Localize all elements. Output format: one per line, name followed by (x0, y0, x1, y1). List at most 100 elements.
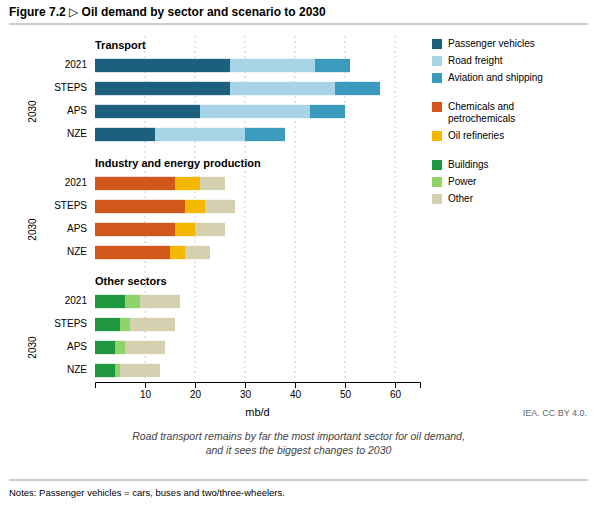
grid-line (395, 36, 396, 382)
labels: Transport 2021 STEPS APS NZE 2030 Industry and… (27, 39, 261, 375)
bar (95, 318, 120, 331)
legend-label: Other (448, 193, 474, 204)
section-title: Other sectors (95, 275, 167, 287)
group-label: 2030 (27, 218, 38, 241)
bar (205, 200, 235, 213)
row-label: NZE (67, 246, 87, 257)
x-tick: 10 (140, 382, 152, 400)
bar (120, 364, 160, 377)
section-title: Industry and energy production (95, 157, 261, 169)
x-tick: 40 (290, 382, 302, 400)
bars (95, 59, 380, 377)
group-label: 2030 (27, 336, 38, 359)
x-tick: 60 (390, 382, 402, 400)
bar (95, 200, 185, 213)
bar (175, 223, 195, 236)
bar (175, 177, 200, 190)
x-tick-mark (145, 382, 146, 388)
legend-swatch (432, 131, 442, 141)
row-label: 2021 (65, 59, 88, 70)
bar (115, 364, 120, 377)
title-rule (9, 24, 588, 25)
bar (310, 105, 345, 118)
bar (95, 128, 155, 141)
legend: Passenger vehicles Road freight Aviation a… (432, 38, 543, 204)
x-tick: 30 (240, 382, 252, 400)
legend-swatch (432, 194, 442, 204)
bar (245, 128, 285, 141)
legend-swatch (432, 102, 442, 112)
credit: IEA. CC BY 4.0. (523, 408, 587, 418)
bar (130, 318, 175, 331)
bar (95, 223, 175, 236)
legend-swatch (432, 73, 442, 83)
bar (115, 341, 125, 354)
x-axis: 10 20 30 40 50 60 (96, 382, 421, 400)
bar (315, 59, 350, 72)
legend-label: Aviation and shipping (448, 72, 543, 83)
notes-rule (9, 480, 588, 481)
notes: Notes: Passenger vehicles = cars, buses … (9, 487, 285, 498)
bar (140, 295, 180, 308)
bar (230, 82, 335, 95)
row-label: STEPS (54, 82, 87, 93)
bar (95, 295, 125, 308)
row-label: STEPS (54, 318, 87, 329)
title: Figure 7.2 ▷ Oil demand by sector and sc… (9, 5, 326, 19)
x-tick-mark (195, 382, 196, 388)
x-axis-line (96, 383, 421, 389)
legend-swatch (432, 160, 442, 170)
x-tick-mark (245, 382, 246, 388)
bar (200, 177, 225, 190)
bar (95, 341, 115, 354)
bar (200, 105, 310, 118)
bar (95, 246, 170, 259)
subtitle: Road transport remains by far the most i… (132, 430, 465, 456)
x-tick-label: 50 (340, 389, 352, 400)
legend-swatch (432, 177, 442, 187)
bar (170, 246, 185, 259)
bar (195, 223, 225, 236)
bar (125, 295, 140, 308)
row-label: 2021 (65, 295, 88, 306)
x-tick-mark (295, 382, 296, 388)
legend-label: Power (448, 176, 477, 187)
bar (95, 59, 230, 72)
x-tick-label: 20 (190, 389, 202, 400)
bar (230, 59, 315, 72)
legend-label: Buildings (448, 159, 489, 170)
row-label: APS (67, 341, 87, 352)
row-label: 2021 (65, 177, 88, 188)
x-tick: 50 (340, 382, 352, 400)
legend-swatch (432, 56, 442, 66)
legend-label: Road freight (448, 55, 503, 66)
row-label: STEPS (54, 200, 87, 211)
legend-swatch (432, 39, 442, 49)
bar (185, 246, 210, 259)
bar (95, 82, 230, 95)
section-title: Transport (95, 39, 146, 51)
bar (95, 177, 175, 190)
bar (155, 128, 245, 141)
x-tick-label: 30 (240, 389, 252, 400)
row-label: APS (67, 105, 87, 116)
bar (95, 105, 200, 118)
bar (125, 341, 165, 354)
x-tick-label: 10 (140, 389, 152, 400)
chart: Figure 7.2 ▷ Oil demand by sector and sc… (0, 0, 597, 519)
x-tick: 20 (190, 382, 202, 400)
row-label: NZE (67, 364, 87, 375)
x-tick-mark (345, 382, 346, 388)
bar (95, 364, 115, 377)
bar (120, 318, 130, 331)
row-label: NZE (67, 128, 87, 139)
bar (335, 82, 380, 95)
bar (185, 200, 205, 213)
x-axis-title: mb/d (245, 406, 269, 418)
x-tick-label: 60 (390, 389, 402, 400)
legend-label: Passenger vehicles (448, 38, 535, 49)
row-label: APS (67, 223, 87, 234)
legend-label: Oil refineries (448, 130, 504, 141)
group-label: 2030 (27, 100, 38, 123)
x-tick-label: 40 (290, 389, 302, 400)
